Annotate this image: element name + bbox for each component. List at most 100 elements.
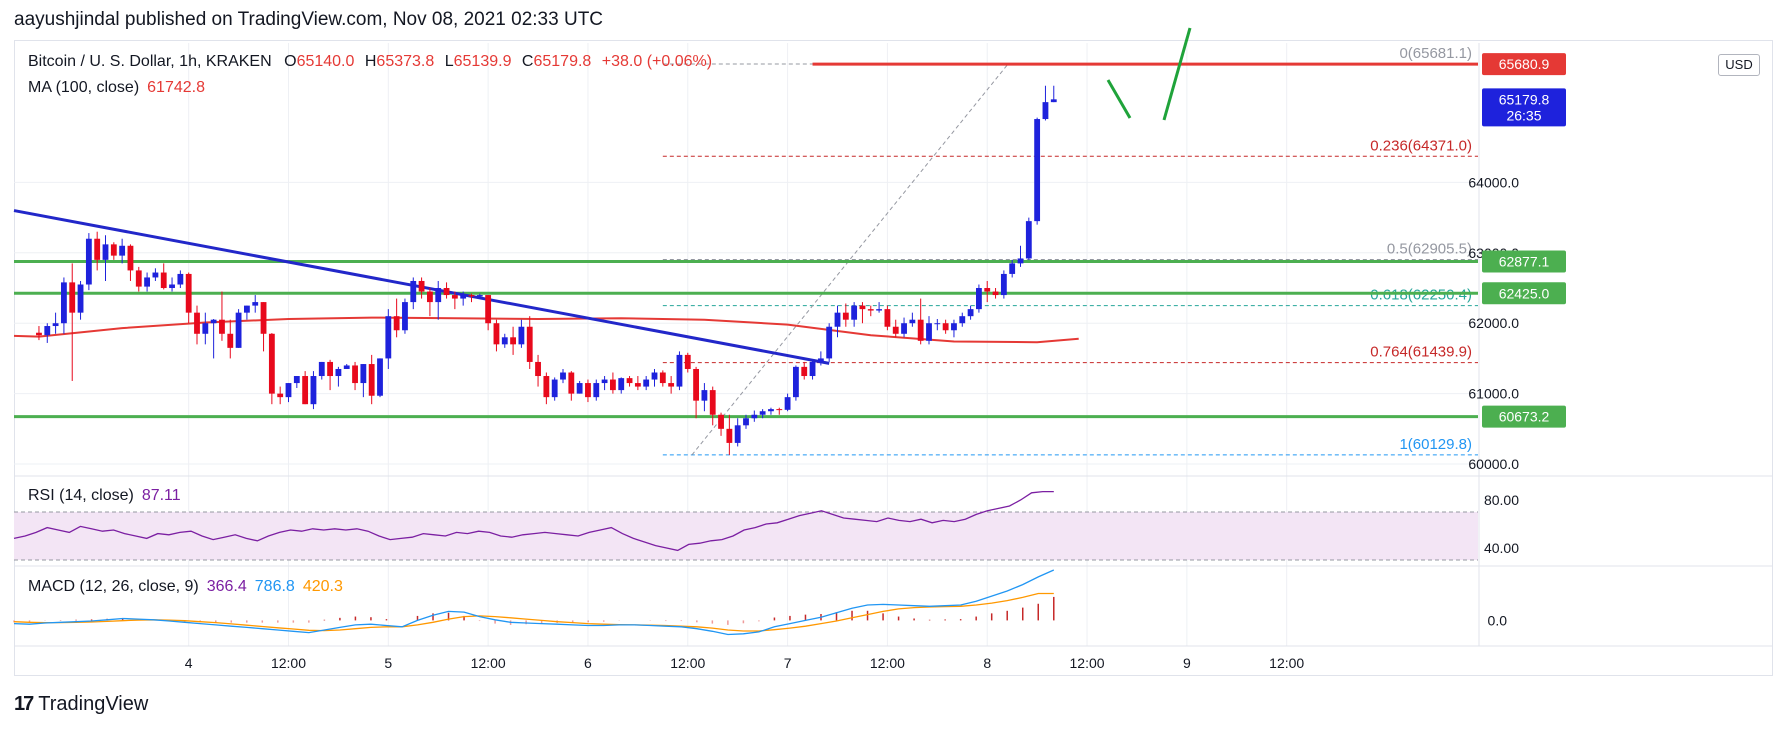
fib-level-label: 0(65681.1) [1399, 45, 1472, 62]
tradingview-logo-mark: 17 [14, 693, 34, 715]
price-axis-badge [1482, 282, 1566, 305]
candle-body [493, 323, 500, 345]
candle-body [643, 379, 650, 387]
rsi-band [14, 512, 1478, 560]
candle-body [992, 291, 999, 296]
candle-body [560, 372, 566, 380]
price-axis-badge-label: 65680.9 [1499, 56, 1550, 72]
candle-body [426, 291, 433, 303]
candle-body [102, 244, 109, 260]
candle-body [202, 323, 209, 334]
candle-body [235, 312, 242, 348]
candle-body [784, 397, 791, 410]
candle-body [343, 365, 350, 369]
price-axis-badge-label: 62877.1 [1499, 253, 1550, 269]
time-tick-label: 12:00 [670, 655, 705, 671]
candle-body [335, 368, 342, 377]
rsi-tick-label: 80.00 [1484, 492, 1519, 508]
symbol-title: Bitcoin / U. S. Dollar, 1h, KRAKEN [28, 53, 272, 70]
candle-body [676, 354, 683, 387]
candle-body [310, 376, 317, 405]
candle-body [501, 337, 508, 345]
price-axis-badge-label: 65179.8 [1499, 91, 1550, 107]
candle-body [52, 323, 59, 327]
candle-body [892, 326, 899, 334]
candle-body [634, 383, 641, 387]
candle-body [934, 323, 941, 325]
time-tick-label: 6 [584, 655, 592, 671]
candle-body [1034, 119, 1041, 222]
candle-body [252, 302, 259, 306]
candle-body [152, 272, 159, 278]
time-tick-label: 12:00 [471, 655, 506, 671]
candle-body [618, 378, 625, 391]
price-axis-badge [1482, 53, 1566, 76]
candle-body [144, 277, 151, 287]
candle-body [718, 414, 724, 429]
candle-body [476, 295, 483, 297]
candle-body [77, 284, 84, 313]
price-axis-badge [1482, 250, 1566, 273]
fib-level-label: 0.764(61439.9) [1370, 344, 1472, 361]
candle-body [1017, 258, 1024, 264]
candle-body [526, 326, 533, 362]
fib-level-label: 1(60129.8) [1399, 436, 1472, 453]
rsi-value: 87.11 [141, 487, 181, 504]
macd-label: MACD (12, 26, close, 9) [28, 578, 199, 595]
change-value: +38.0 (+0.06%) [601, 53, 713, 70]
candle-body [460, 295, 467, 299]
candle-body [984, 288, 991, 292]
candle-body [518, 326, 525, 345]
candle-body [169, 284, 175, 289]
fib-level-label: 0.618(62250.4) [1370, 287, 1472, 304]
candle-body [851, 305, 858, 320]
high-value: 65373.8 [376, 53, 435, 70]
price-tick-label: 62000.0 [1468, 315, 1519, 331]
chart-svg[interactable]: 0(65681.1) 0.236(64371.0) 0.5(62905.5) 0.61… [0, 0, 1791, 690]
candle-body [568, 372, 575, 394]
currency-badge[interactable]: USD [1718, 54, 1760, 76]
time-tick-label: 7 [784, 655, 792, 671]
candle-body [743, 418, 749, 426]
candle-body [776, 409, 783, 411]
candle-body [909, 319, 916, 324]
candle-body [917, 319, 924, 341]
macd-signal-line [13, 592, 1054, 632]
candle-body [609, 379, 616, 391]
tradingview-logo-text: TradingView [38, 693, 149, 715]
candle-body [36, 332, 42, 336]
rsi-legend: RSI (14, close) 87.11 [28, 487, 181, 505]
candle-body [901, 323, 907, 334]
candle-body [826, 326, 833, 359]
candle-body [1000, 273, 1007, 296]
time-tick-label: 5 [384, 655, 392, 671]
fib-level-label: 0.5(62905.5) [1387, 240, 1472, 257]
time-tick-label: 12:00 [1070, 655, 1105, 671]
candle-body [585, 383, 591, 398]
candle-body [593, 383, 600, 398]
rsi-line [13, 490, 1054, 552]
candle-body [842, 312, 849, 320]
candle-body [94, 238, 101, 260]
candle-body [285, 383, 292, 398]
price-axis-badge-countdown: 26:35 [1506, 107, 1541, 123]
low-label: L [444, 53, 454, 70]
candle-body [659, 372, 666, 384]
candle-body [210, 319, 217, 324]
symbol-legend: Bitcoin / U. S. Dollar, 1h, KRAKEN O6514… [28, 53, 712, 71]
candle-body [768, 409, 774, 412]
candle-body [959, 316, 966, 324]
candle-body [410, 280, 417, 303]
candle-body [119, 245, 126, 256]
candle-body [393, 316, 400, 331]
candle-body [1042, 102, 1049, 120]
candle-body [418, 280, 425, 292]
tradingview-logo[interactable]: 17 TradingView [14, 693, 148, 716]
candle-body [975, 288, 982, 310]
ma-value: 61742.8 [147, 79, 205, 96]
candle-body [817, 358, 824, 362]
price-axis-badge-label: 62425.0 [1499, 285, 1550, 301]
candle-body [709, 390, 716, 415]
candle-body [44, 326, 51, 336]
macd-value-3: 420.3 [302, 578, 343, 595]
